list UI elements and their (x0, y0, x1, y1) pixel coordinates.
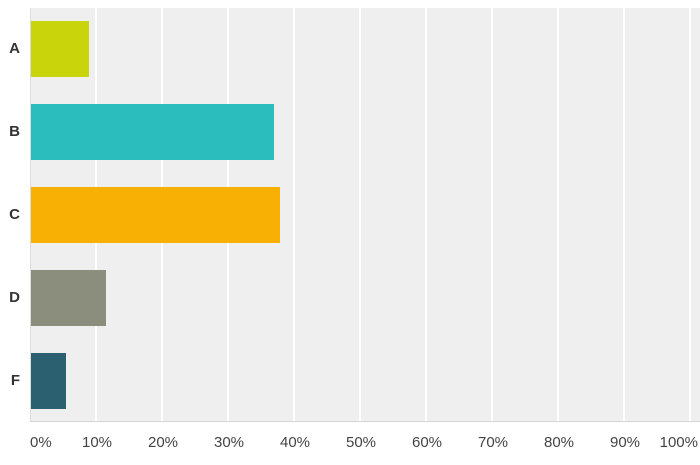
x-tick-label-10%: 10% (81, 434, 113, 451)
bar-d[interactable] (31, 269, 107, 326)
x-tick-label-20%: 20% (147, 434, 179, 451)
gridline-50% (359, 8, 361, 421)
category-label-d: D (9, 288, 20, 306)
x-tick-label-80%: 80% (543, 434, 575, 451)
category-label-f: F (10, 371, 20, 389)
x-tick-label-60%: 60% (411, 434, 443, 451)
gridline-100% (689, 8, 691, 421)
bar-a[interactable] (31, 21, 90, 78)
bar-f[interactable] (31, 352, 66, 409)
category-label-b: B (9, 123, 20, 141)
gridline-60% (425, 8, 427, 421)
category-label-c: C (9, 206, 20, 223)
category-label-a: A (9, 40, 20, 58)
bar-b[interactable] (31, 104, 274, 161)
gridline-70% (491, 8, 493, 421)
x-tick-label-40%: 40% (279, 434, 311, 451)
x-tick-label-30%: 30% (213, 434, 245, 451)
x-tick-label-50%: 50% (345, 434, 377, 451)
x-tick-label-0%: 0% (30, 434, 52, 451)
x-tick-label-70%: 70% (477, 434, 509, 451)
y-axis-labels: A B C D F (0, 8, 25, 422)
x-tick-label-90%: 90% (609, 434, 641, 451)
x-tick-label-100%: 100% (659, 434, 698, 451)
gridline-90% (623, 8, 625, 421)
bar-c[interactable] (31, 187, 280, 243)
x-axis-labels: 0% 10% 20% 30% 40% 50% 60% 70% 80% 90% 100% (0, 422, 700, 465)
gridline-80% (557, 8, 559, 421)
plot-area (30, 8, 700, 422)
gridline-40% (293, 8, 295, 421)
